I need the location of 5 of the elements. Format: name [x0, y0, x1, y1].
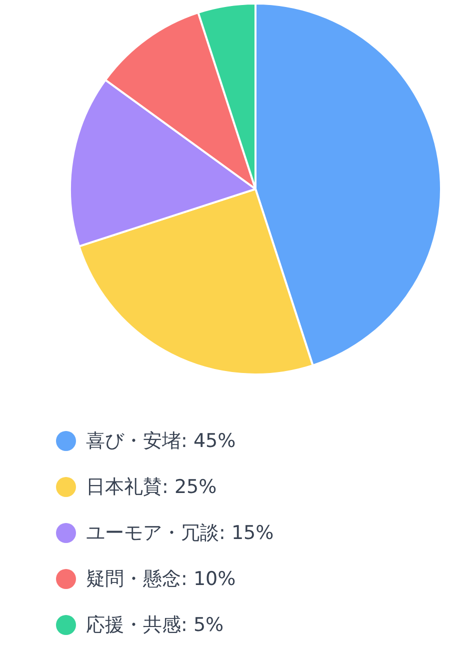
legend-label: ユーモア・冗談: 15%: [86, 521, 274, 546]
legend-label: 喜び・安堵: 45%: [86, 429, 236, 454]
legend-label: 応援・共感: 5%: [86, 613, 224, 638]
legend-label: 日本礼賛: 25%: [86, 475, 217, 500]
legend-label: 疑問・懸念: 10%: [86, 567, 236, 592]
